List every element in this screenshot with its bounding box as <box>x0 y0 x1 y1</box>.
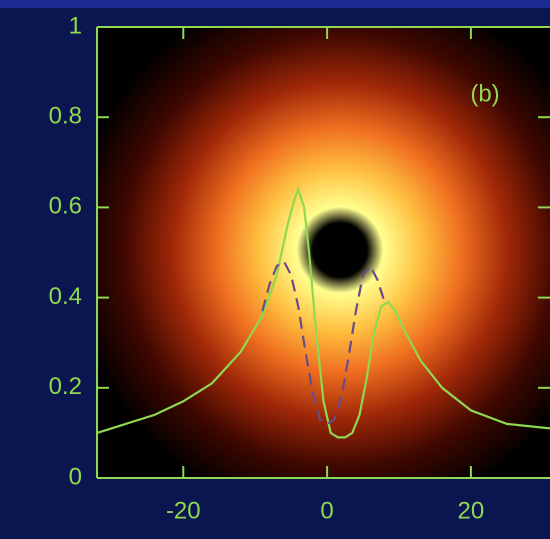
x-tick-label: 20 <box>458 497 485 524</box>
x-tick-label: -20 <box>166 497 201 524</box>
y-tick-label: 0.4 <box>49 283 82 310</box>
series-line <box>261 259 386 426</box>
y-tick-label: 0.6 <box>49 193 82 220</box>
annotation: (b) <box>470 80 499 107</box>
y-tick-label: 0.2 <box>49 373 82 400</box>
top-band <box>0 0 550 8</box>
y-tick-label: 1 <box>69 12 82 39</box>
series-line <box>96 186 550 439</box>
y-tick-label: 0 <box>69 463 82 490</box>
y-tick-label: 0.8 <box>49 103 82 130</box>
x-tick-label: 0 <box>320 497 333 524</box>
